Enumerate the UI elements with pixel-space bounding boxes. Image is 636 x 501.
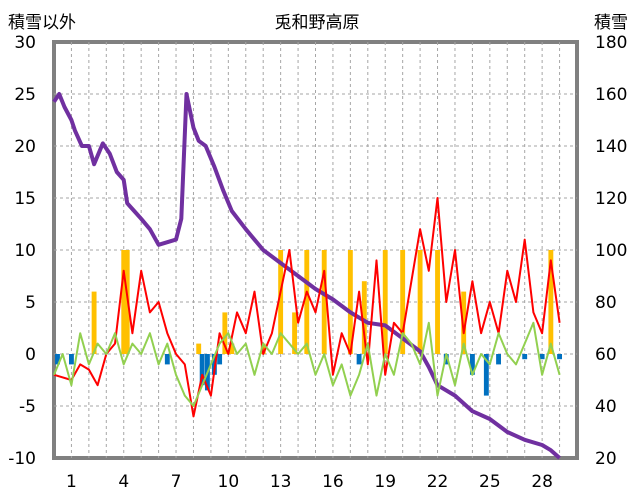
bar-orange	[435, 250, 440, 354]
y-tick-left: 20	[14, 137, 36, 157]
bar-blue	[469, 354, 475, 375]
x-tick-label: 16	[322, 472, 344, 492]
y-axis-right-label: 積雪	[594, 13, 628, 33]
bar-blue	[199, 354, 205, 386]
y-tick-right: 40	[595, 397, 617, 417]
bar-blue	[217, 354, 223, 365]
bar-orange	[347, 250, 353, 354]
x-tick-label: 7	[171, 472, 182, 492]
bar-blue	[356, 354, 362, 365]
x-tick-label: 13	[270, 472, 292, 492]
y-tick-left: 30	[14, 33, 36, 53]
bar-orange	[121, 250, 127, 354]
y-tick-right: 160	[595, 85, 627, 105]
x-tick-label: 10	[218, 472, 240, 492]
y-tick-right: 140	[595, 137, 627, 157]
y-tick-left: 0	[25, 345, 36, 365]
bar-blue	[68, 354, 74, 365]
chart-title: 兎和野高原	[275, 13, 360, 33]
bar-orange	[461, 291, 467, 354]
bar-blue	[496, 354, 501, 365]
bar-orange	[91, 291, 97, 354]
plot-area	[52, 40, 579, 460]
bar-orange	[278, 250, 284, 354]
bar-orange	[417, 250, 423, 354]
x-tick-label: 4	[118, 472, 129, 492]
bar-orange	[400, 250, 406, 354]
y-tick-left: -5	[19, 397, 36, 417]
y-tick-left: 5	[25, 293, 36, 313]
bar-orange	[321, 250, 327, 354]
bar-orange	[229, 343, 235, 354]
series-line-1	[53, 197, 561, 418]
x-tick-label: 25	[479, 472, 501, 492]
bar-orange	[382, 250, 388, 354]
y-tick-left: 10	[14, 241, 36, 261]
y-tick-left: -10	[8, 449, 36, 469]
bar-orange	[196, 343, 202, 354]
x-tick-label: 19	[374, 472, 396, 492]
bar-orange	[222, 312, 228, 354]
series-line-0	[52, 92, 561, 460]
bar-orange	[548, 250, 554, 354]
bar-orange	[361, 281, 367, 354]
bar-blue	[483, 354, 489, 396]
bar-blue	[55, 354, 60, 365]
y-tick-right: 80	[595, 293, 617, 313]
y-tick-right: 120	[595, 189, 627, 209]
bar-orange	[304, 250, 310, 354]
bar-blue	[164, 354, 170, 365]
y-tick-right: 20	[595, 449, 617, 469]
line-layer	[52, 92, 561, 460]
y-tick-left: 15	[14, 189, 36, 209]
x-tick-label: 28	[531, 472, 553, 492]
bar-blue	[522, 354, 528, 360]
y-axis-left-label: 積雪以外	[8, 13, 76, 33]
y-tick-left: 25	[14, 85, 36, 105]
y-tick-right: 60	[595, 345, 617, 365]
y-tick-right: 100	[595, 241, 627, 261]
x-tick-label: 22	[427, 472, 449, 492]
bar-orange	[292, 312, 298, 354]
bar-blue	[539, 354, 545, 360]
bar-blue	[443, 354, 449, 365]
y-tick-right: 180	[595, 33, 627, 53]
bar-blue	[557, 354, 563, 360]
series-line-2	[53, 321, 561, 407]
x-tick-label: 1	[66, 472, 77, 492]
ticks-layer: 30 180 25 160 20 140 15 120 10 100 5 80 0 60 -5 40 -10 20…	[8, 33, 627, 492]
